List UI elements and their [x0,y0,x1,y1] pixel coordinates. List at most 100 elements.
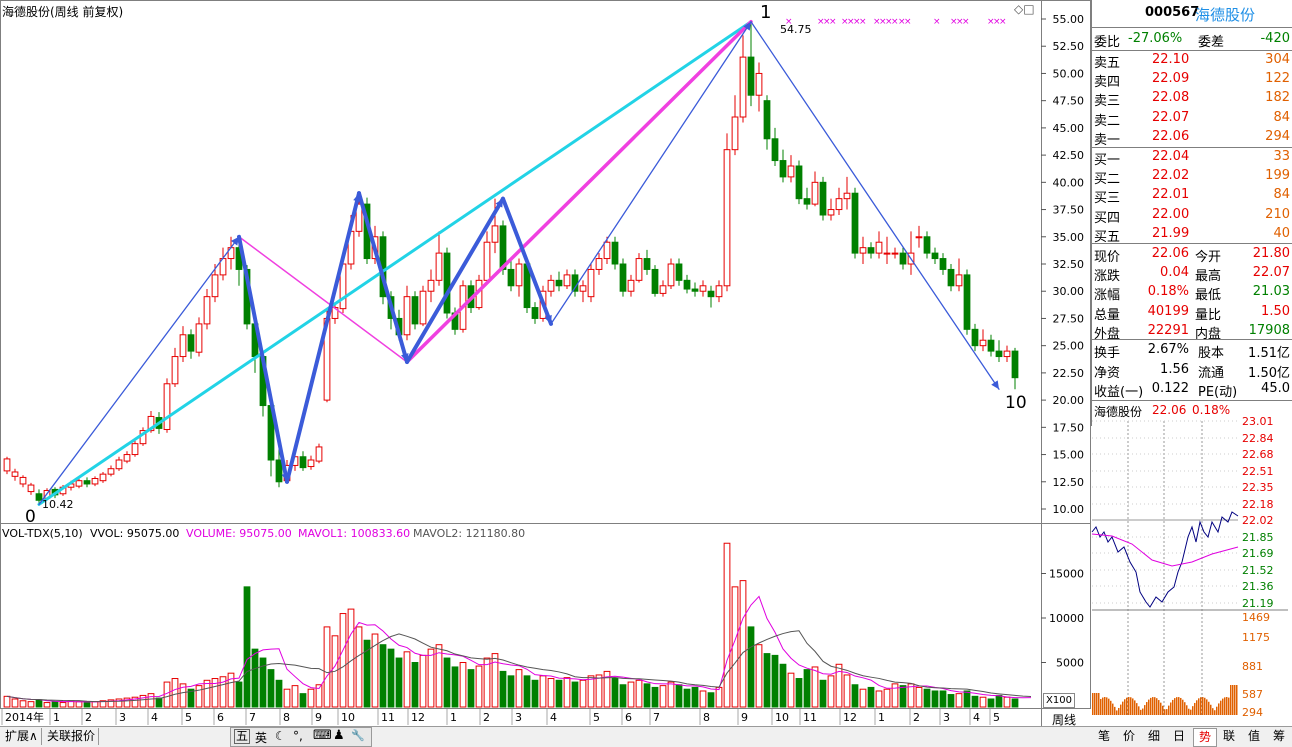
period-tab[interactable]: 周线 [1052,713,1077,727]
candle [179,326,187,362]
asks-price: 22.08 [1152,90,1190,106]
candle-body [883,252,891,255]
intraday-vol-bar [1232,685,1234,715]
bids-volume: 84 [1273,187,1290,203]
volume-bar [99,700,107,708]
quote-label: 现价 [1094,250,1121,265]
asks-volume: 84 [1273,109,1290,125]
quote-label-2: 最高 [1195,269,1222,285]
chart-controls-icon[interactable]: ◇□ [1014,2,1035,16]
intraday-vol-bar [1220,700,1222,715]
candle-body [11,471,19,477]
signal-marker: × [885,17,893,27]
right-tab[interactable]: 细 [1147,729,1160,743]
asks-volume: 182 [1265,90,1290,106]
candle-body [563,274,571,287]
candle [939,253,947,275]
volume-bar [595,674,603,708]
candle [659,280,667,297]
candle-body [115,459,123,470]
volume-bar [91,701,99,708]
tab-expand[interactable]: 扩展∧ [2,728,42,745]
intraday-vol-bar [1130,697,1132,715]
candle [195,317,203,357]
intraday-vol-bar [1234,685,1236,715]
time-tick-label: 12 [411,711,425,724]
intraday-vol-bar [1148,699,1150,715]
intraday-vol-bar [1144,705,1146,715]
punct-icon[interactable]: °, [293,729,303,743]
volume-bar [339,613,347,708]
asks-row: 卖三 22.08 182 [1092,89,1292,109]
fund-value: 0.122 [1151,381,1189,396]
candle [611,236,619,270]
moon-icon[interactable]: ☾ [275,729,286,743]
candle [731,95,739,156]
right-tab[interactable]: 筹 [1272,729,1285,743]
candle [675,258,683,286]
intraday-vol-bar [1156,698,1158,715]
intraday-vol-bar [1198,698,1200,715]
volume-bar [291,685,299,708]
candle-body [683,279,691,290]
time-tick-label: 4 [151,711,158,724]
candle [595,253,603,275]
candle [315,443,323,464]
right-tab[interactable]: 势 [1193,728,1217,747]
wrench-icon[interactable]: 🔧 [351,729,365,742]
bids-price: 22.02 [1152,168,1190,184]
asks-label: 卖一 [1094,132,1121,148]
keyboard-icon[interactable]: ⌨ [313,728,332,743]
candle [531,302,539,324]
tab-related-quotes[interactable]: 关联报价 [44,728,100,745]
right-tab[interactable]: 联 [1222,729,1235,743]
intraday-price-tick: 22.35 [1242,481,1274,494]
candle-body [787,165,795,178]
time-tick-label: 6 [217,711,224,724]
candle [507,258,515,292]
fund-value: 2.67% [1147,342,1189,357]
volume-bar [427,648,435,708]
ime-mode-icon[interactable]: 五 [234,729,251,744]
candle [83,477,91,488]
chart-title: 海德股份(周线 前复权) [2,5,124,19]
asks-label: 卖五 [1094,56,1121,71]
right-tab[interactable]: 笔 [1097,729,1110,743]
price-tick-label: 55.00 [1053,13,1085,26]
asks-row: 卖五 22.10 304 [1092,51,1292,71]
price-tick-label: 50.00 [1053,67,1085,80]
volume-bar [299,693,307,708]
ime-lang-icon[interactable]: 英 [255,731,268,745]
time-tick-label: 2 [85,711,92,724]
candle [859,236,867,264]
intraday-vol-bar [1196,700,1198,715]
candle [99,471,107,483]
candle-body [579,285,587,292]
intraday-vol-bar [1142,708,1144,715]
right-tab[interactable]: 价 [1122,729,1135,743]
signal-marker: × [933,17,941,27]
candle [411,291,419,330]
intraday-vol-bar [1174,698,1176,715]
user-icon[interactable]: ♟ [333,728,345,743]
right-tab[interactable]: 值 [1247,729,1260,743]
right-tab[interactable]: 日 [1172,729,1185,743]
intraday-vol-bar [1216,706,1218,715]
intraday-vol-bar [1104,697,1106,715]
candle-body [171,356,179,385]
candle-body [35,493,43,501]
price-tick-label: 40.00 [1053,176,1085,189]
intraday-vol-bar [1098,693,1100,715]
quote-value: 22.06 [1151,246,1189,261]
bids-row: 买五 21.99 40 [1092,225,1292,245]
price-tick-label: 32.50 [1053,258,1085,271]
intraday-name: 海德股份 [1094,405,1143,419]
price-tick-label: 35.00 [1053,231,1085,244]
candle [803,187,811,210]
candle-body [819,181,827,216]
volume-bar [491,653,499,708]
time-tick-label: 7 [249,711,256,724]
candle [987,334,995,357]
quote-row: 总量 40199 量比 1.50 [1092,303,1292,323]
